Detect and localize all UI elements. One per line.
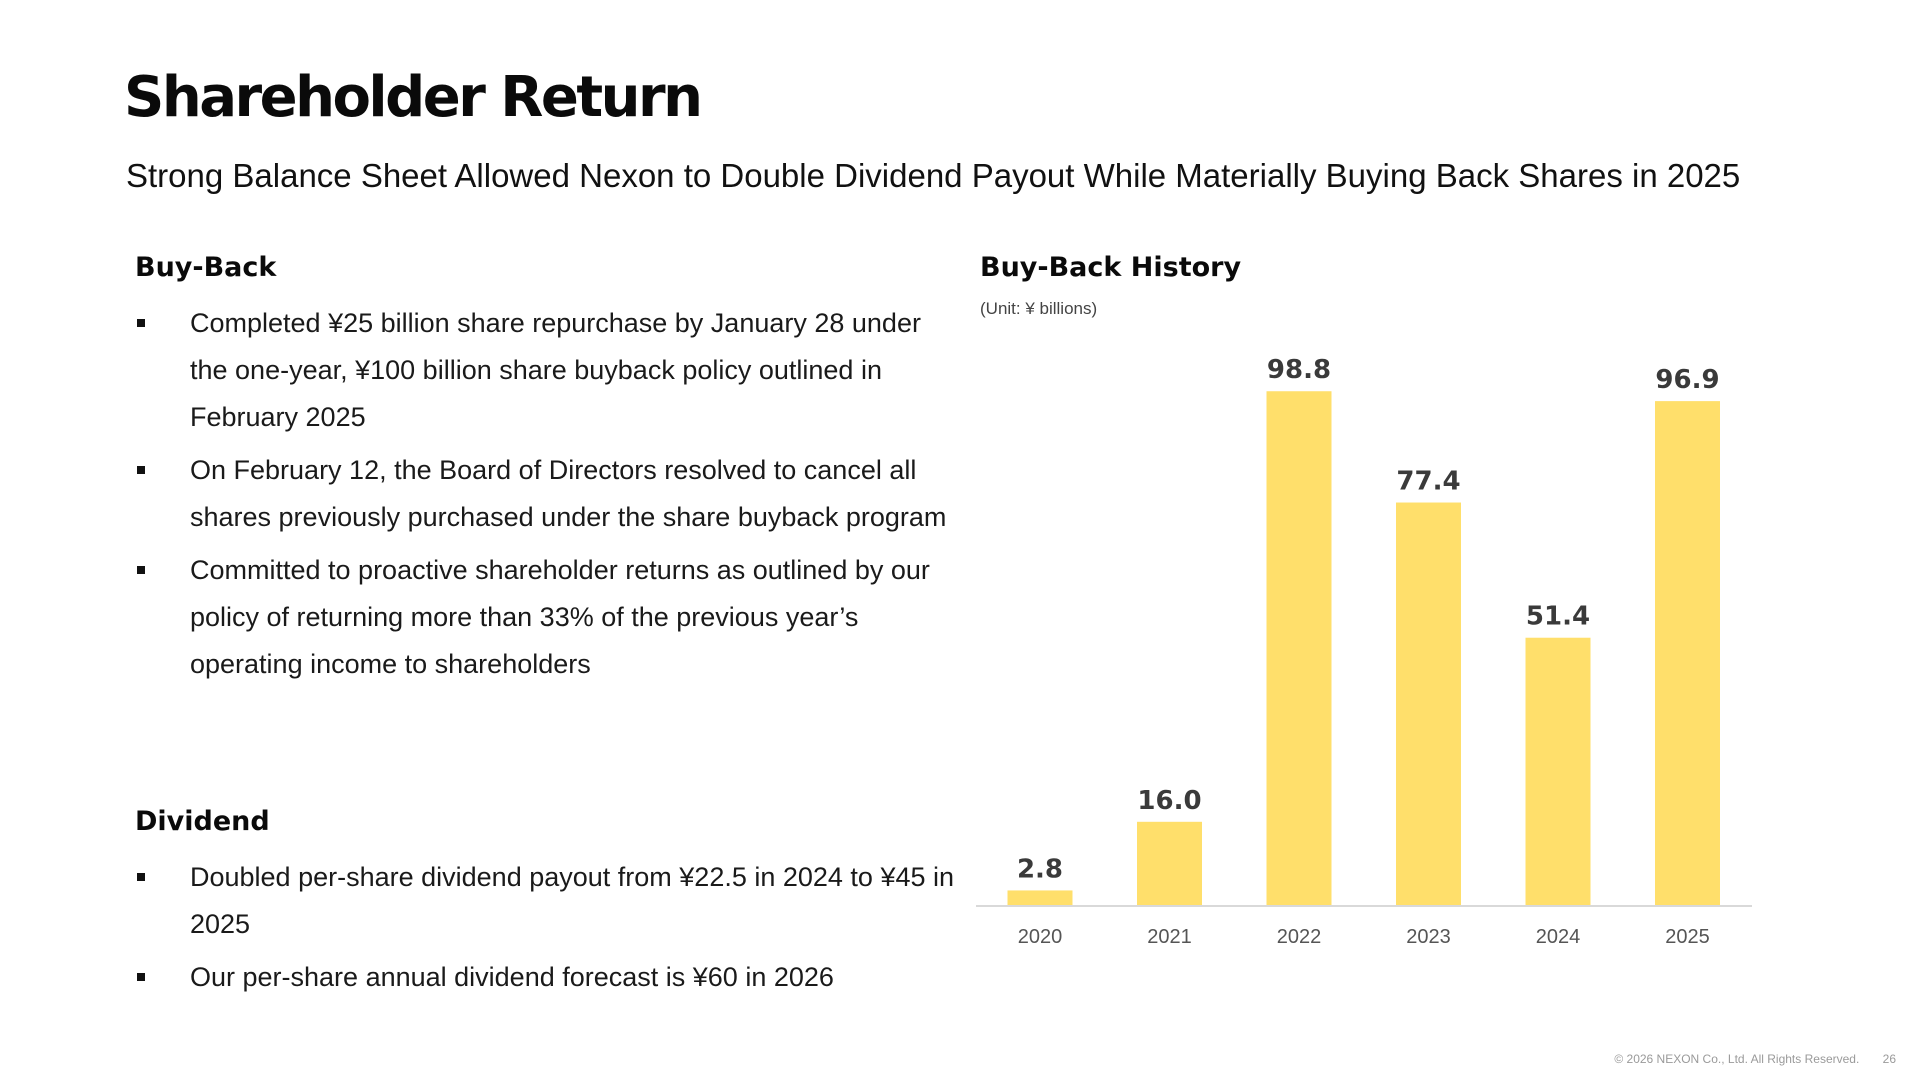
copyright-text: © 2026 NEXON Co., Ltd. All Rights Reserv… (1614, 1052, 1860, 1066)
data-label-2025: 96.9 (1655, 365, 1719, 395)
buyback-bar-chart: 2.8 2020 16.0 2021 98.8 2022 77.4 2023 51.4 2024 9… (976, 355, 1752, 948)
dividend-item-text: Doubled per-share dividend payout from ¥… (190, 862, 955, 940)
buyback-item-text: Committed to proactive shareholder retur… (190, 555, 930, 680)
page-title: Shareholder Return (124, 65, 703, 130)
bar-2020 (1007, 890, 1073, 905)
dividend-item: Our per-share annual dividend forecast i… (135, 954, 955, 1001)
x-tick-label-2023: 2023 (1406, 926, 1451, 948)
x-tick-label-2020: 2020 (1018, 926, 1063, 948)
buyback-item: Committed to proactive shareholder retur… (135, 547, 955, 688)
square-bullet-icon (137, 466, 145, 475)
x-tick-label-2025: 2025 (1665, 926, 1710, 948)
bar-2021 (1137, 821, 1202, 905)
data-label-2020: 2.8 (1017, 854, 1063, 884)
x-tick-label-2024: 2024 (1536, 926, 1581, 948)
dividend-item: Doubled per-share dividend payout from ¥… (135, 854, 955, 948)
footer: © 2026 NEXON Co., Ltd. All Rights Reserv… (1594, 1052, 1896, 1066)
buyback-item: On February 12, the Board of Directors r… (135, 447, 955, 541)
data-label-2021: 16.0 (1137, 786, 1201, 816)
x-tick-label-2021: 2021 (1147, 926, 1192, 948)
buyback-list: Completed ¥25 billion share repurchase b… (135, 300, 955, 688)
buyback-item-text: Completed ¥25 billion share repurchase b… (190, 308, 921, 433)
square-bullet-icon (137, 319, 145, 328)
square-bullet-icon (137, 566, 145, 575)
dividend-section: Dividend Doubled per-share dividend payo… (135, 806, 955, 1007)
data-label-2024: 51.4 (1526, 602, 1590, 632)
buyback-item-text: On February 12, the Board of Directors r… (190, 455, 947, 533)
page-number: 26 (1882, 1052, 1896, 1066)
data-label-2022: 98.8 (1267, 355, 1331, 385)
x-tick-label-2022: 2022 (1277, 926, 1322, 948)
buyback-item: Completed ¥25 billion share repurchase b… (135, 300, 955, 441)
square-bullet-icon (137, 973, 145, 982)
chart-title: Buy-Back History (980, 252, 1242, 283)
data-label-2023: 77.4 (1396, 467, 1460, 497)
page-subtitle: Strong Balance Sheet Allowed Nexon to Do… (126, 157, 1741, 194)
buyback-heading: Buy-Back (135, 252, 277, 283)
bar-2024 (1525, 637, 1591, 905)
dividend-item-text: Our per-share annual dividend forecast i… (190, 962, 834, 993)
buyback-section: Buy-Back Completed ¥25 billion share rep… (135, 252, 955, 694)
bar-2022 (1266, 391, 1332, 905)
dividend-heading: Dividend (135, 806, 270, 837)
chart-unit-label: (Unit: ¥ billions) (980, 299, 1098, 318)
dividend-list: Doubled per-share dividend payout from ¥… (135, 854, 955, 1001)
bar-2025 (1655, 401, 1720, 905)
square-bullet-icon (137, 873, 145, 882)
bar-2023 (1396, 502, 1461, 905)
